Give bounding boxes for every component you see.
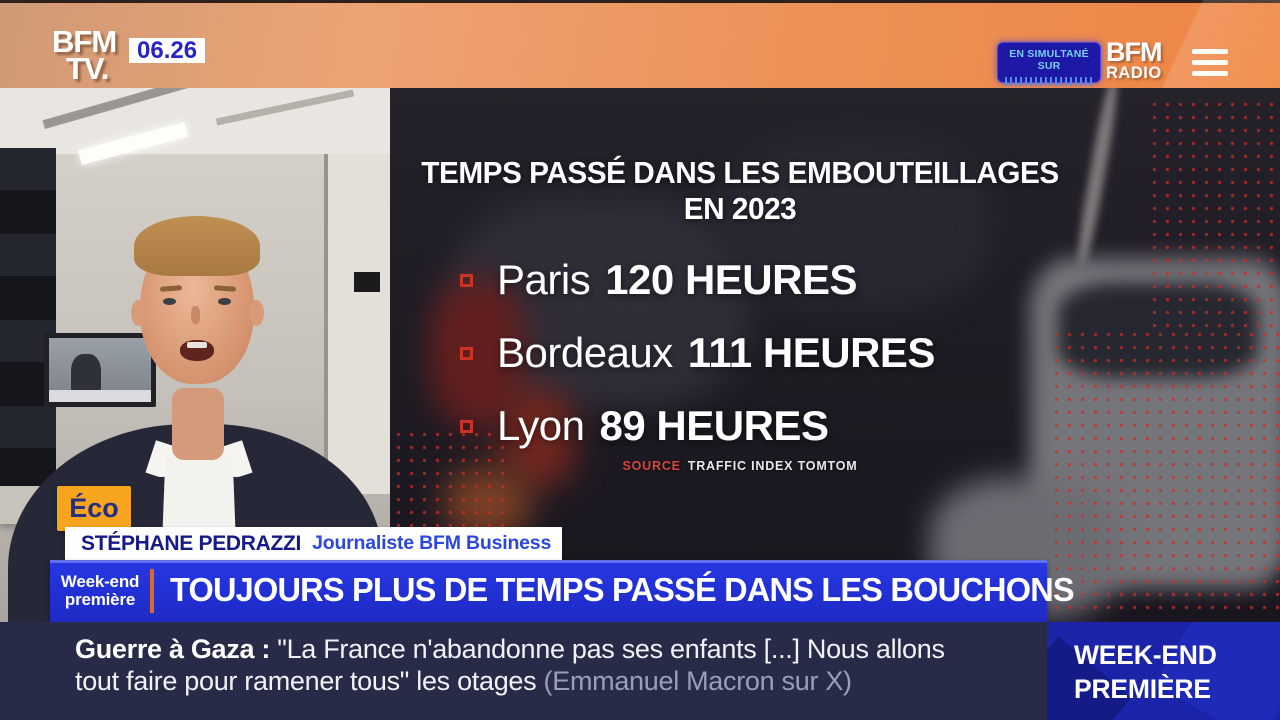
square-bullet-icon xyxy=(460,273,473,287)
clock: 06.26 xyxy=(129,38,206,63)
source-text: TRAFFIC INDEX TOMTOM xyxy=(687,459,858,473)
simulcast-badge: EN SIMULTANÉ SUR xyxy=(997,42,1101,88)
red-dot-pattern xyxy=(1050,328,1280,618)
divider xyxy=(150,569,154,613)
square-bullet-icon xyxy=(460,346,473,360)
source-label: SOURCE xyxy=(622,459,681,473)
headline-banner: Week-end première TOUJOURS PLUS DE TEMPS… xyxy=(50,560,1075,622)
menu-icon[interactable] xyxy=(1192,49,1230,82)
infographic-title: TEMPS PASSÉ DANS LES EMBOUTEILLAGES EN 2… xyxy=(421,155,1059,226)
speaker-name: STÉPHANE PEDRAZZI xyxy=(81,531,302,555)
news-ticker: Guerre à Gaza : "La France n'abandonne p… xyxy=(0,622,1047,720)
red-dot-pattern xyxy=(1148,98,1280,333)
studio-door xyxy=(324,154,390,494)
waveform-icon xyxy=(1005,75,1093,88)
infographic-row-paris: Paris 120 HEURES xyxy=(460,252,857,308)
program-label: Week-end première xyxy=(60,572,140,609)
hours-value: 120 HEURES xyxy=(605,256,857,303)
ticker-attribution: (Emmanuel Macron sur X) xyxy=(543,666,853,696)
source-line: SOURCE TRAFFIC INDEX TOMTOM xyxy=(400,459,1080,473)
bfmradio-logo-line2: RADIO xyxy=(1106,64,1162,82)
bfmtv-logo: BFM TV. xyxy=(52,24,117,86)
city-label: Lyon xyxy=(497,402,585,449)
top-bar: BFM TV. 06.26 EN SIMULTANÉ SUR BFM RADIO xyxy=(0,0,1280,140)
hours-value: 89 HEURES xyxy=(599,402,829,449)
infographic-row-bordeaux: Bordeaux 111 HEURES xyxy=(460,325,935,381)
simulcast-label: EN SIMULTANÉ SUR xyxy=(1009,48,1089,72)
bfmtv-logo-line1: BFM xyxy=(52,24,117,59)
infographic-row-lyon: Lyon 89 HEURES xyxy=(460,398,829,454)
background-tv xyxy=(44,333,156,407)
speaker-role: Journaliste BFM Business xyxy=(312,532,552,554)
eco-category-badge: Éco xyxy=(57,486,131,531)
hours-value: 111 HEURES xyxy=(687,329,936,376)
monitor-wall xyxy=(0,148,56,508)
bfmradio-logo: BFM RADIO xyxy=(1106,37,1162,82)
program-box: WEEK-END PREMIÈRE xyxy=(1047,622,1280,720)
ticker-line2: tout faire pour ramener tous" les otages… xyxy=(75,666,853,696)
headline-text: TOUJOURS PLUS DE TEMPS PASSÉ DANS LES BO… xyxy=(170,572,1075,609)
ticker-line1: Guerre à Gaza : "La France n'abandonne p… xyxy=(75,634,945,664)
bfmradio-logo-line1: BFM xyxy=(1106,37,1162,67)
city-label: Paris xyxy=(497,256,591,303)
city-label: Bordeaux xyxy=(497,329,673,376)
square-bullet-icon xyxy=(460,419,473,433)
ticker-topic: Guerre à Gaza : xyxy=(75,634,271,664)
speaker-name-banner: STÉPHANE PEDRAZZI Journaliste BFM Busine… xyxy=(65,527,562,560)
traffic-video-feed xyxy=(390,88,1280,622)
bfmtv-logo-line2: TV. xyxy=(66,51,109,86)
